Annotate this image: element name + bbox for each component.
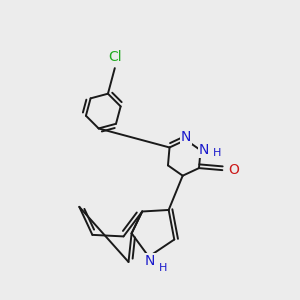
Text: H: H — [213, 148, 221, 158]
Text: N: N — [199, 143, 209, 157]
Text: Cl: Cl — [108, 50, 122, 64]
Text: H: H — [159, 263, 167, 274]
Text: N: N — [181, 130, 191, 144]
Text: O: O — [229, 163, 240, 177]
Text: N: N — [145, 254, 155, 268]
